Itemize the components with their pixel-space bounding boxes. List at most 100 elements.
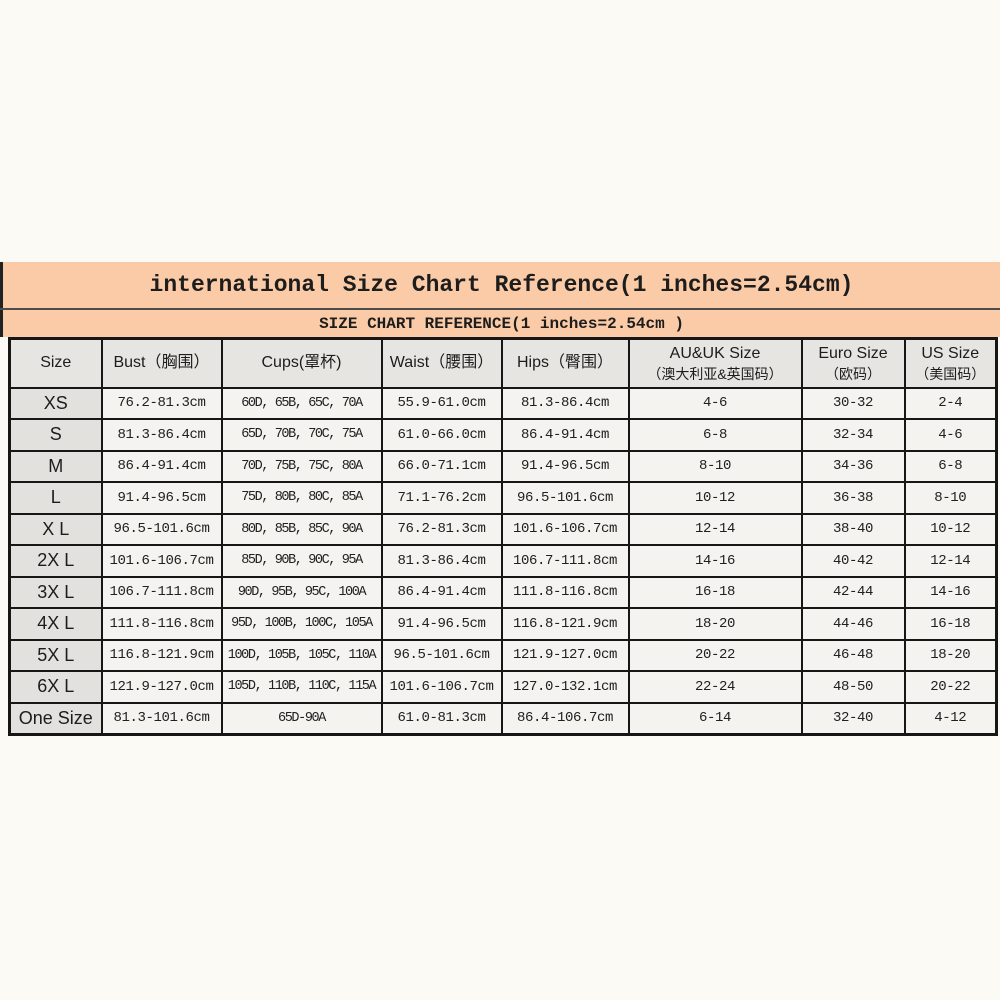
value-cell: 2-4 <box>903 386 998 420</box>
size-chart-table: Size Bust（胸围） Cups(罩杯) Waist（腰围） Hips（臀围） AU&… <box>8 337 998 736</box>
size-cell: 2X L <box>8 544 103 578</box>
value-cell: 4-6 <box>627 386 803 420</box>
value-cell: 81.3-86.4cm <box>380 544 503 578</box>
value-cell: 6-14 <box>627 701 803 735</box>
value-cell: 18-20 <box>903 638 998 672</box>
size-cell: 3X L <box>8 575 103 609</box>
value-cell: 127.0-132.1cm <box>500 670 630 704</box>
size-cell: 6X L <box>8 670 103 704</box>
value-cell: 90D, 95B, 95C, 100A <box>220 575 383 609</box>
value-cell: 12-14 <box>903 544 998 578</box>
table-body: XS 76.2-81.3cm 60D, 65B, 65C, 70A 55.9-61.0… <box>8 386 998 735</box>
value-cell: 12-14 <box>627 512 803 546</box>
value-cell: 32-34 <box>800 418 906 452</box>
value-cell: 76.2-81.3cm <box>100 386 223 420</box>
value-cell: 91.4-96.5cm <box>100 481 223 515</box>
value-cell: 10-12 <box>903 512 998 546</box>
value-cell: 106.7-111.8cm <box>500 544 630 578</box>
column-header: Bust（胸围） <box>100 337 223 389</box>
value-cell: 85D, 90B, 90C, 95A <box>220 544 383 578</box>
value-cell: 121.9-127.0cm <box>500 638 630 672</box>
value-cell: 116.8-121.9cm <box>500 607 630 641</box>
column-header: Hips（臀围） <box>500 337 630 389</box>
value-cell: 81.3-101.6cm <box>100 701 223 735</box>
size-cell: S <box>8 418 103 452</box>
value-cell: 61.0-66.0cm <box>380 418 503 452</box>
size-cell: 5X L <box>8 638 103 672</box>
value-cell: 6-8 <box>903 449 998 483</box>
value-cell: 38-40 <box>800 512 906 546</box>
value-cell: 42-44 <box>800 575 906 609</box>
table-row: 4X L 111.8-116.8cm 95D, 100B, 100C, 105A 91… <box>8 607 998 641</box>
value-cell: 71.1-76.2cm <box>380 481 503 515</box>
value-cell: 105D, 110B, 110C, 115A <box>220 670 383 704</box>
column-header: Cups(罩杯) <box>220 337 383 389</box>
size-cell: One Size <box>8 701 103 735</box>
value-cell: 81.3-86.4cm <box>100 418 223 452</box>
value-cell: 76.2-81.3cm <box>380 512 503 546</box>
table-row: 3X L 106.7-111.8cm 90D, 95B, 95C, 100A 86.4… <box>8 575 998 609</box>
value-cell: 111.8-116.8cm <box>500 575 630 609</box>
value-cell: 4-12 <box>903 701 998 735</box>
table-row: M 86.4-91.4cm 70D, 75B, 75C, 80A 66.0-71.1c… <box>8 449 998 483</box>
value-cell: 86.4-91.4cm <box>380 575 503 609</box>
table-row: 2X L 101.6-106.7cm 85D, 90B, 90C, 95A 81.3-… <box>8 544 998 578</box>
value-cell: 65D, 70B, 70C, 75A <box>220 418 383 452</box>
value-cell: 95D, 100B, 100C, 105A <box>220 607 383 641</box>
value-cell: 32-40 <box>800 701 906 735</box>
page-title: international Size Chart Reference(1 inc… <box>149 272 854 298</box>
value-cell: 14-16 <box>627 544 803 578</box>
value-cell: 70D, 75B, 75C, 80A <box>220 449 383 483</box>
value-cell: 40-42 <box>800 544 906 578</box>
value-cell: 75D, 80B, 80C, 85A <box>220 481 383 515</box>
column-header: AU&UK Size （澳大利亚&英国码） <box>627 337 803 389</box>
value-cell: 101.6-106.7cm <box>100 544 223 578</box>
banner-divider <box>0 308 1000 310</box>
column-header: Waist（腰围） <box>380 337 503 389</box>
value-cell: 36-38 <box>800 481 906 515</box>
value-cell: 106.7-111.8cm <box>100 575 223 609</box>
value-cell: 101.6-106.7cm <box>500 512 630 546</box>
subtitle-banner: SIZE CHART REFERENCE(1 inches=2.54cm ) <box>0 310 1000 337</box>
value-cell: 30-32 <box>800 386 906 420</box>
value-cell: 14-16 <box>903 575 998 609</box>
table-row: L 91.4-96.5cm 75D, 80B, 80C, 85A 71.1-76.2c… <box>8 481 998 515</box>
value-cell: 8-10 <box>627 449 803 483</box>
value-cell: 96.5-101.6cm <box>100 512 223 546</box>
page-subtitle: SIZE CHART REFERENCE(1 inches=2.54cm ) <box>319 314 684 333</box>
value-cell: 44-46 <box>800 607 906 641</box>
table-row: 5X L 116.8-121.9cm 100D, 105B, 105C, 110A 9… <box>8 638 998 672</box>
value-cell: 111.8-116.8cm <box>100 607 223 641</box>
value-cell: 100D, 105B, 105C, 110A <box>220 638 383 672</box>
value-cell: 8-10 <box>903 481 998 515</box>
title-banner: international Size Chart Reference(1 inc… <box>0 262 1000 308</box>
value-cell: 66.0-71.1cm <box>380 449 503 483</box>
value-cell: 80D, 85B, 85C, 90A <box>220 512 383 546</box>
size-cell: M <box>8 449 103 483</box>
size-cell: 4X L <box>8 607 103 641</box>
value-cell: 20-22 <box>627 638 803 672</box>
value-cell: 96.5-101.6cm <box>380 638 503 672</box>
value-cell: 16-18 <box>627 575 803 609</box>
value-cell: 101.6-106.7cm <box>380 670 503 704</box>
value-cell: 55.9-61.0cm <box>380 386 503 420</box>
table-row: 6X L 121.9-127.0cm 105D, 110B, 110C, 115A 1… <box>8 670 998 704</box>
value-cell: 91.4-96.5cm <box>380 607 503 641</box>
value-cell: 121.9-127.0cm <box>100 670 223 704</box>
header-row: Size Bust（胸围） Cups(罩杯) Waist（腰围） Hips（臀围） AU&… <box>8 337 998 389</box>
column-header: US Size （美国码） <box>903 337 998 389</box>
value-cell: 60D, 65B, 65C, 70A <box>220 386 383 420</box>
value-cell: 86.4-91.4cm <box>500 418 630 452</box>
table-row: XS 76.2-81.3cm 60D, 65B, 65C, 70A 55.9-61.0… <box>8 386 998 420</box>
size-cell: L <box>8 481 103 515</box>
value-cell: 86.4-91.4cm <box>100 449 223 483</box>
column-header: Euro Size （欧码） <box>800 337 906 389</box>
table-row: One Size 81.3-101.6cm 65D-90A 61.0-81.3cm 86… <box>8 701 998 735</box>
column-header: Size <box>8 337 103 389</box>
value-cell: 20-22 <box>903 670 998 704</box>
value-cell: 61.0-81.3cm <box>380 701 503 735</box>
value-cell: 91.4-96.5cm <box>500 449 630 483</box>
value-cell: 96.5-101.6cm <box>500 481 630 515</box>
value-cell: 46-48 <box>800 638 906 672</box>
value-cell: 16-18 <box>903 607 998 641</box>
